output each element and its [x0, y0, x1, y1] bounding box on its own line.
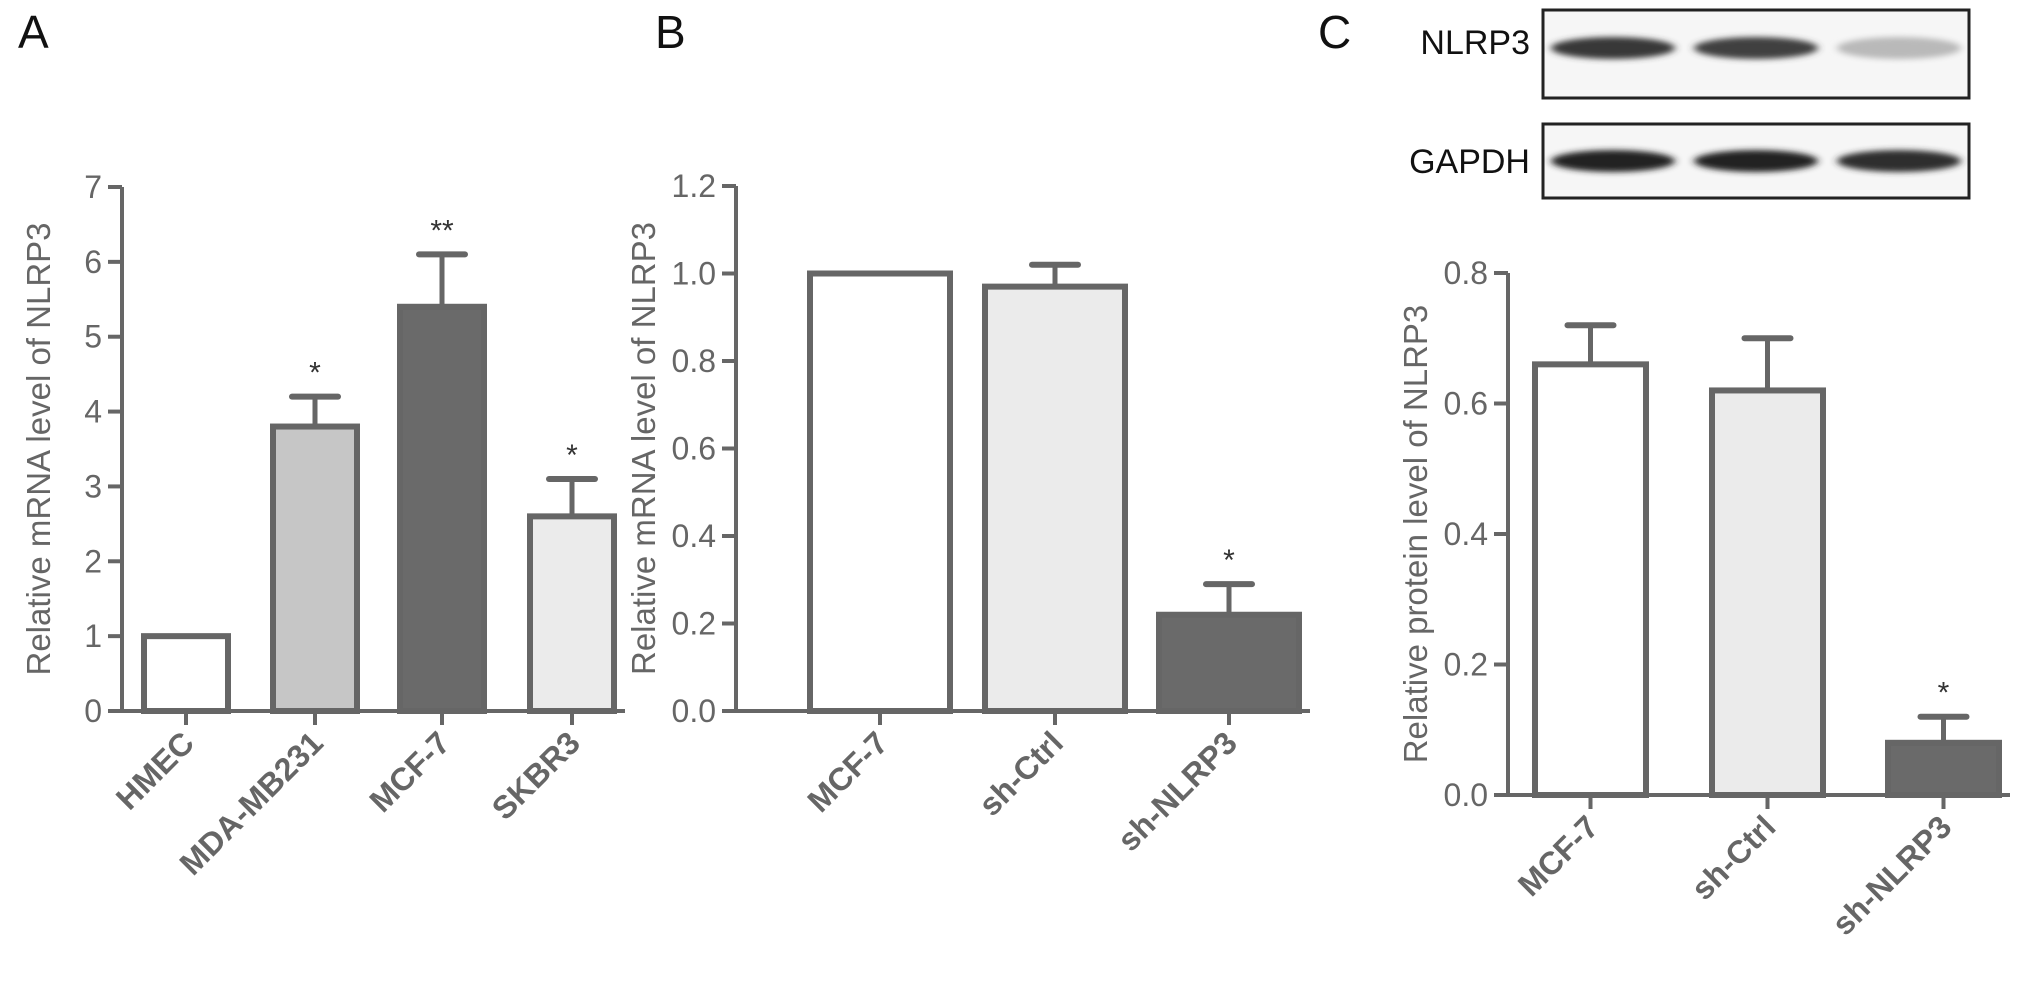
x-tick-label: MCF-7: [800, 724, 895, 819]
blot-label-gapdh: GAPDH: [1409, 143, 1530, 181]
y-tick-label: 0.8: [1444, 255, 1488, 291]
chart-panel-3: 0.0 0.2 0.4 0.6 0.8 Relative protein level of…: [1397, 255, 2010, 942]
y-tick-label: 0.0: [672, 693, 716, 729]
y-tick-label: 0.0: [1444, 777, 1488, 813]
bar-sh-ctrl: [982, 283, 1128, 714]
y-tick-label: 1.0: [672, 256, 716, 292]
y-tick-label: 0.8: [672, 343, 716, 379]
y-tick-label: 0: [84, 693, 102, 729]
blot-band: [1551, 150, 1675, 172]
y-tick-label: 2: [84, 543, 102, 579]
significance-marker: *: [1938, 677, 1950, 710]
y-tick-label: 1: [84, 618, 102, 654]
y-axis-label: Relative mRNA level of NLRP3: [625, 222, 662, 675]
bar-mcf-7: [807, 270, 953, 714]
bar-sh-nlrp3: [1156, 611, 1302, 714]
significance-marker: *: [1223, 544, 1235, 577]
panel-label-c: C: [1318, 6, 1351, 58]
blot-band: [1837, 150, 1961, 172]
western-blot: C NLRP3 GAPDH: [1318, 6, 1971, 200]
y-tick-label: 3: [84, 468, 102, 504]
bar-sh-nlrp3: [1885, 739, 2002, 798]
chart-panel-1: A 0 1 2 3 4 5 6 7 Relative mRNA level of NLRP3 HME…: [18, 6, 625, 882]
y-tick-label: 0.4: [1444, 516, 1488, 552]
panel-label-b: B: [655, 6, 686, 58]
bar-skbr3: [527, 513, 617, 714]
y-tick-label: 6: [84, 244, 102, 280]
significance-marker: **: [430, 214, 454, 247]
y-tick-label: 0.6: [672, 431, 716, 467]
bar-mcf-7: [397, 303, 487, 714]
y-tick-label: 0.2: [1444, 647, 1488, 683]
y-axis-label: Relative protein level of NLRP3: [1397, 305, 1434, 764]
bar-sh-ctrl: [1709, 387, 1826, 798]
x-tick-label: sh-NLRP3: [1825, 808, 1959, 942]
x-tick-label: SKBR3: [485, 724, 587, 826]
bar-hmec: [141, 633, 231, 715]
bar-mcf-7: [1532, 361, 1649, 798]
blot-band: [1551, 37, 1675, 59]
y-tick-label: 0.6: [1444, 386, 1488, 422]
y-tick-label: 7: [84, 169, 102, 205]
blot-label-nlrp3: NLRP3: [1420, 24, 1530, 62]
y-tick-label: 5: [84, 319, 102, 355]
x-tick-label: HMEC: [109, 724, 201, 816]
y-tick-label: 1.2: [672, 168, 716, 204]
y-axis-label: Relative mRNA level of NLRP3: [20, 222, 57, 675]
chart-panel-2: B 0.0 0.2 0.4 0.6 0.8 1.0 1.2 Relative mRNA leve…: [625, 6, 1310, 858]
significance-marker: *: [566, 439, 578, 472]
significance-marker: *: [309, 357, 321, 390]
y-tick-label: 0.4: [672, 518, 716, 554]
bar-mda-mb231: [270, 423, 360, 714]
blot-band: [1694, 37, 1818, 59]
y-tick-label: 4: [84, 394, 102, 430]
x-tick-label: sh-Ctrl: [1684, 808, 1782, 906]
panel-label-a: A: [18, 6, 49, 58]
blot-band: [1694, 150, 1818, 172]
x-tick-label: MCF-7: [1511, 808, 1606, 903]
x-tick-label: sh-Ctrl: [972, 724, 1070, 822]
x-tick-label: sh-NLRP3: [1110, 724, 1244, 858]
x-tick-label: MCF-7: [362, 724, 457, 819]
y-tick-label: 0.2: [672, 606, 716, 642]
blot-band: [1837, 37, 1961, 59]
